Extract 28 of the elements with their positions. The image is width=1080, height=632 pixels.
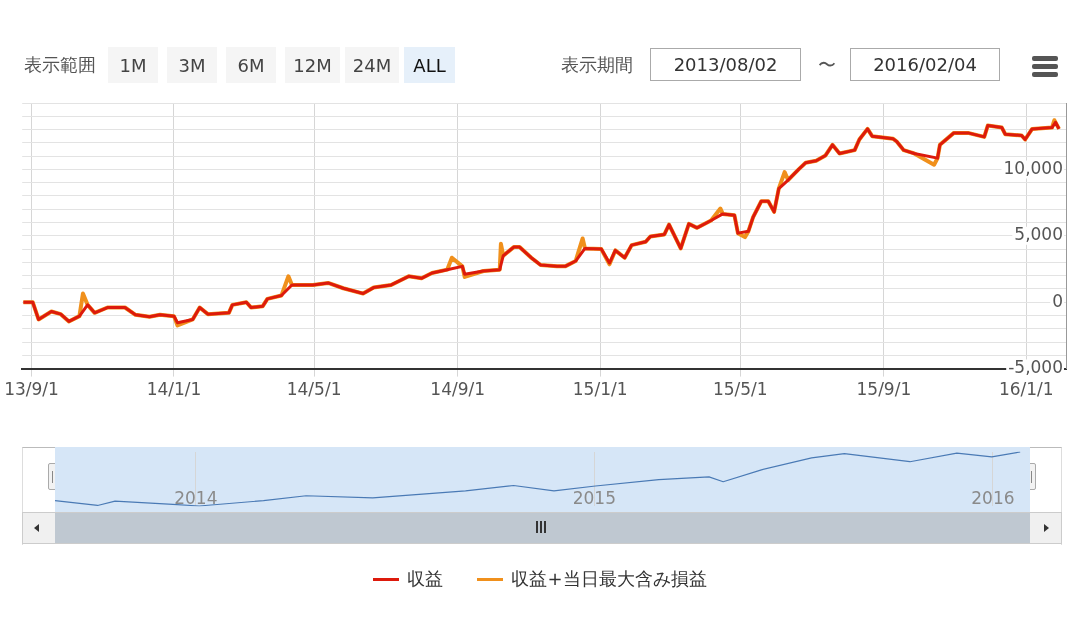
x-tick-label: 14/5/1 bbox=[286, 379, 342, 400]
x-tick-label: 2014 bbox=[174, 487, 218, 508]
text: 1M bbox=[108, 47, 158, 83]
x-tick-label: 15/5/1 bbox=[712, 379, 768, 400]
text: 6M bbox=[226, 47, 276, 83]
x-tick-label: 13/9/1 bbox=[4, 379, 59, 400]
y-tick-label: 0 bbox=[1052, 290, 1063, 311]
x-tick-label: 16/1/1 bbox=[998, 379, 1054, 400]
text: 12M bbox=[285, 47, 340, 83]
y-tick-label: 5,000 bbox=[1014, 224, 1063, 245]
text: ALL bbox=[404, 47, 455, 83]
x-tick-label: 15/1/1 bbox=[572, 379, 628, 400]
x-tick-label: 14/1/1 bbox=[146, 379, 202, 400]
text: 表示範囲 bbox=[24, 53, 96, 77]
x-tick-label: 2015 bbox=[572, 487, 616, 508]
text: 〜 bbox=[818, 53, 836, 77]
x-tick-label: 15/9/1 bbox=[856, 379, 912, 400]
x-tick-label: 2016 bbox=[971, 487, 1015, 508]
legend-label: 収益 bbox=[407, 567, 444, 591]
y-tick-label: 10,000 bbox=[1003, 157, 1063, 178]
text: 3M bbox=[167, 47, 217, 83]
text: 2016/02/04 bbox=[850, 48, 1000, 81]
y-tick-label: -5,000 bbox=[1008, 357, 1063, 378]
legend-label: 収益+当日最大含み損益 bbox=[511, 567, 707, 591]
text: 2013/08/02 bbox=[650, 48, 801, 81]
text: 表示期間 bbox=[561, 53, 633, 77]
text: 24M bbox=[345, 47, 399, 83]
x-tick-label: 14/9/1 bbox=[430, 379, 486, 400]
